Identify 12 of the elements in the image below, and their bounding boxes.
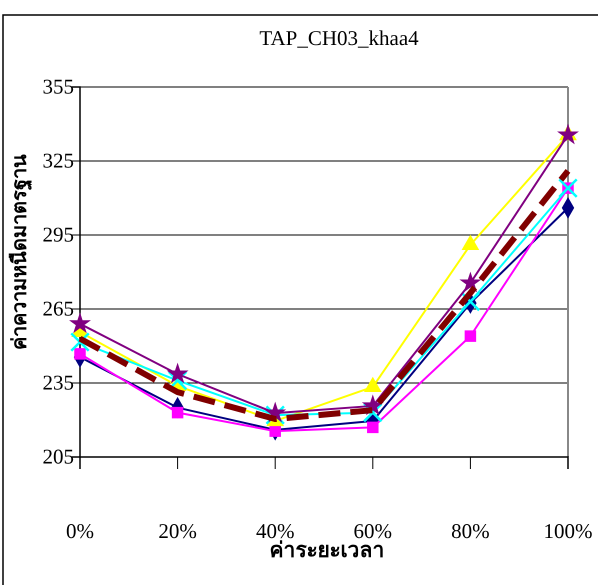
y-tick-label: 325: [42, 148, 74, 173]
y-tick-label: 235: [42, 370, 74, 395]
chart-title: TAP_CH03_khaa4: [259, 26, 420, 50]
y-axis-title: ค่าความหนืดมาตรฐาน: [8, 154, 33, 350]
y-tick-label: 295: [42, 222, 74, 247]
y-tick-label: 355: [42, 74, 74, 99]
y-tick-label: 265: [42, 296, 74, 321]
x-tick-label: 0%: [66, 518, 94, 543]
x-tick-label: 20%: [158, 518, 197, 543]
x-tick-label: 80%: [451, 518, 490, 543]
y-tick-label: 205: [42, 444, 74, 469]
x-tick-label: 100%: [544, 518, 592, 543]
